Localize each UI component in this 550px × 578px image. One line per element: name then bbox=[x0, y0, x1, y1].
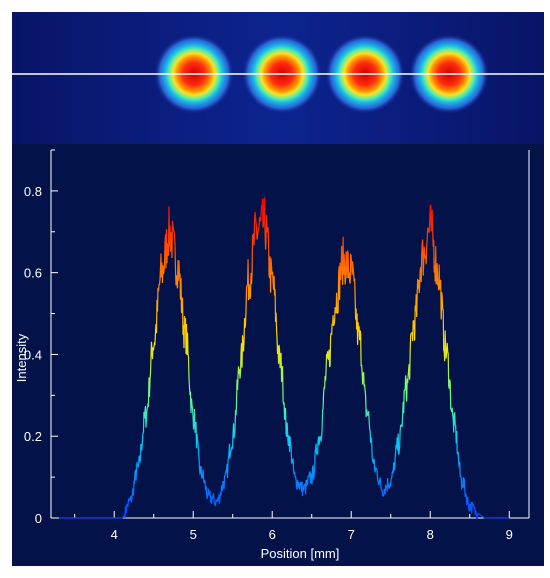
y-tick-label: 0.2 bbox=[24, 429, 42, 444]
axes bbox=[50, 150, 530, 519]
x-tick-label: 7 bbox=[348, 527, 355, 542]
y-tick-label: 0.8 bbox=[24, 184, 42, 199]
y-axis-title: Intensity bbox=[14, 333, 29, 382]
beam-profile-image bbox=[12, 12, 544, 144]
x-tick-label: 9 bbox=[506, 527, 513, 542]
y-tick-label: 0.6 bbox=[24, 266, 42, 281]
x-axis-title: Position [mm] bbox=[261, 546, 340, 561]
intensity-profile-chart: 4 5 6 7 8 9 0 0.2 0.4 0.6 0.8 Position [mm] Intens… bbox=[12, 144, 544, 566]
x-tick-label: 6 bbox=[269, 527, 276, 542]
y-tick-label: 0.4 bbox=[24, 347, 42, 362]
x-tick-label: 8 bbox=[427, 527, 434, 542]
x-tick-label: 5 bbox=[190, 527, 197, 542]
tick-marks bbox=[51, 149, 510, 519]
tick-labels: 4 5 6 7 8 9 0 0.2 0.4 0.6 0.8 bbox=[24, 184, 513, 542]
x-tick-label: 4 bbox=[111, 527, 118, 542]
series-line-intensity bbox=[58, 196, 510, 519]
y-tick-label: 0 bbox=[35, 511, 42, 526]
